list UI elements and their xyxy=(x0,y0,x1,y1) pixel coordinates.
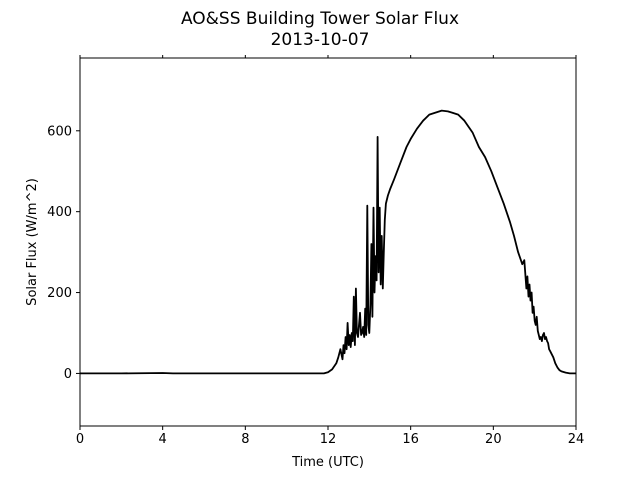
plot-area xyxy=(79,57,577,427)
y-axis-ticks: 0 200 400 600 xyxy=(47,124,80,382)
x-tick-label: 0 xyxy=(76,432,84,447)
chart-title: AO&SS Building Tower Solar Flux xyxy=(181,9,459,29)
y-tick-label: 600 xyxy=(47,124,72,139)
y-axis-label: Solar Flux (W/m^2) xyxy=(25,178,40,306)
x-tick-label: 4 xyxy=(159,432,167,447)
x-tick-label: 24 xyxy=(568,432,585,447)
chart-subtitle: 2013-10-07 xyxy=(271,30,370,50)
x-axis-ticks: 0 4 8 12 16 20 24 xyxy=(76,55,584,447)
series-line xyxy=(80,109,576,375)
x-tick-label: 20 xyxy=(485,432,502,447)
y-tick-label: 200 xyxy=(47,286,72,301)
x-tick-label: 8 xyxy=(241,432,249,447)
y-tick-label: 400 xyxy=(47,205,72,220)
y-tick-label: 0 xyxy=(64,367,72,382)
x-axis-label: Time (UTC) xyxy=(291,455,364,470)
x-tick-label: 12 xyxy=(320,432,337,447)
x-tick-label: 16 xyxy=(402,432,419,447)
